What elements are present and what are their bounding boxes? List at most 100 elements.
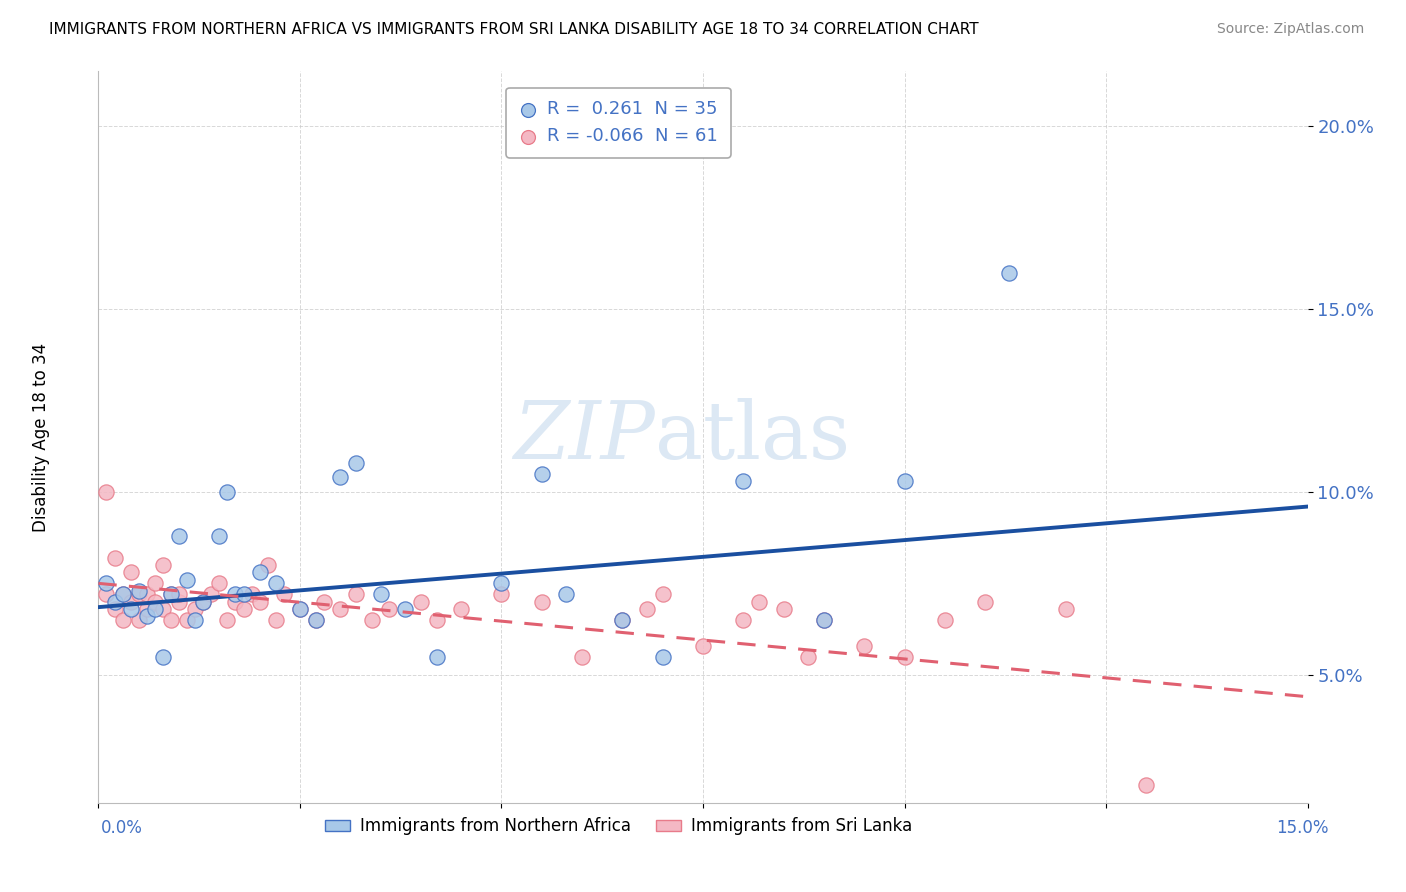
Point [120,566,142,580]
Point [555,587,578,601]
Point [934,613,956,627]
Point [224,587,246,601]
Point [853,639,876,653]
Point [176,613,198,627]
Point [394,602,416,616]
Point [370,587,392,601]
Point [111,613,134,627]
Point [314,594,336,608]
Text: atlas: atlas [655,398,849,476]
Text: Source: ZipAtlas.com: Source: ZipAtlas.com [1216,22,1364,37]
Point [288,602,311,616]
Point [249,566,271,580]
Point [176,573,198,587]
Point [733,613,755,627]
Legend: Immigrants from Northern Africa, Immigrants from Sri Lanka: Immigrants from Northern Africa, Immigra… [318,811,918,842]
Point [240,587,263,601]
Point [636,602,658,616]
Point [152,649,174,664]
Point [571,649,593,664]
Point [143,594,166,608]
Point [893,474,915,488]
Point [232,602,254,616]
Point [167,587,190,601]
Point [152,602,174,616]
Point [273,587,295,601]
Text: IMMIGRANTS FROM NORTHERN AFRICA VS IMMIGRANTS FROM SRI LANKA DISABILITY AGE 18 T: IMMIGRANTS FROM NORTHERN AFRICA VS IMMIG… [49,22,979,37]
Point [167,594,190,608]
Point [152,558,174,573]
Point [256,558,278,573]
Point [217,613,239,627]
Point [167,529,190,543]
Point [160,613,183,627]
Point [128,583,150,598]
Point [103,550,125,565]
Text: 0.0%: 0.0% [101,819,143,837]
Point [998,266,1021,280]
Point [120,594,142,608]
Point [103,594,125,608]
Point [329,602,352,616]
Point [111,587,134,601]
Point [224,594,246,608]
Point [344,587,367,601]
Point [305,613,328,627]
Point [193,594,215,608]
Point [200,587,222,601]
Point [361,613,384,627]
Point [692,639,714,653]
Point [264,613,287,627]
Point [530,594,553,608]
Point [96,587,118,601]
Point [450,602,472,616]
Point [1054,602,1077,616]
Point [1135,778,1157,792]
Point [651,587,673,601]
Point [96,576,118,591]
Point [344,456,367,470]
Point [143,576,166,591]
Point [748,594,770,608]
Text: ZIP: ZIP [513,399,655,475]
Point [813,613,835,627]
Point [103,602,125,616]
Y-axis label: Disability Age 18 to 34: Disability Age 18 to 34 [32,343,49,532]
Point [160,587,183,601]
Point [772,602,794,616]
Point [377,602,399,616]
Point [409,594,432,608]
Point [135,609,157,624]
Point [120,602,142,616]
Point [426,649,449,664]
Point [288,602,311,616]
Point [208,529,231,543]
Point [305,613,328,627]
Point [232,587,254,601]
Point [491,587,513,601]
Point [184,602,207,616]
Text: 15.0%: 15.0% [1277,819,1329,837]
Point [135,587,157,601]
Point [135,602,157,616]
Point [612,613,634,627]
Point [329,470,352,484]
Point [184,613,207,627]
Point [612,613,634,627]
Point [651,649,673,664]
Point [111,587,134,601]
Point [193,594,215,608]
Point [208,576,231,591]
Point [143,602,166,616]
Point [797,649,820,664]
Point [974,594,997,608]
Point [530,467,553,481]
Point [813,613,835,627]
Point [491,576,513,591]
Point [893,649,915,664]
Point [264,576,287,591]
Point [249,594,271,608]
Point [128,587,150,601]
Point [160,587,183,601]
Point [96,485,118,500]
